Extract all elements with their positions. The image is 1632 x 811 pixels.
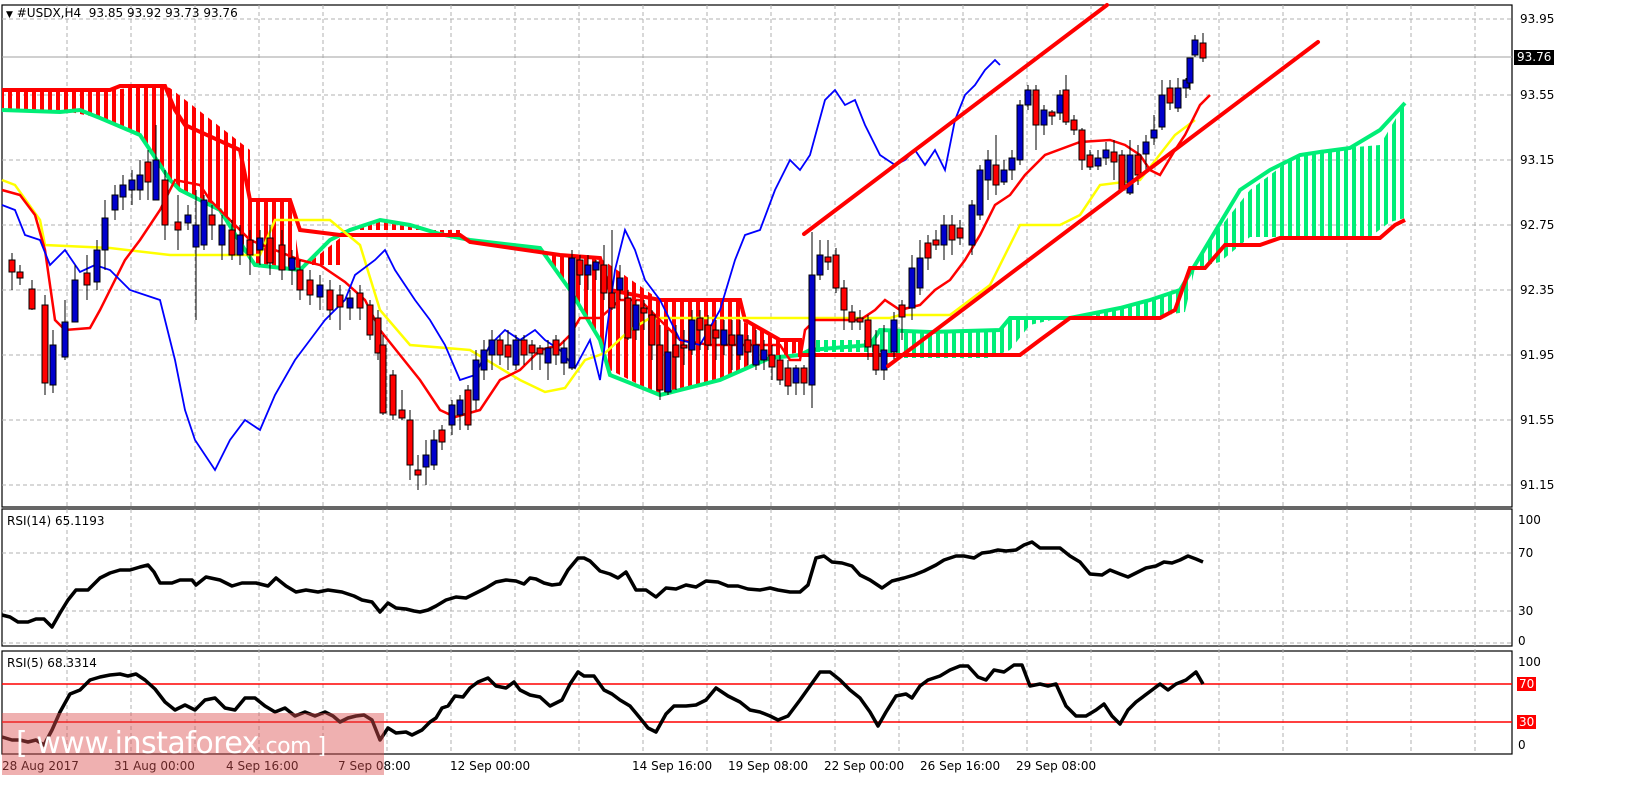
- price-tick: 93.55: [1520, 88, 1554, 102]
- rsi5-axis: 100 0: [1518, 655, 1541, 752]
- main-chart-frame: [1, 4, 1513, 508]
- price-tick: 91.15: [1520, 478, 1554, 492]
- svg-text:30: 30: [1518, 604, 1533, 618]
- kijun-sen-line: [1, 119, 1196, 394]
- svg-text:100: 100: [1518, 655, 1541, 669]
- time-axis: 28 Aug 2017 31 Aug 00:00 4 Sep 16:00 7 S…: [2, 759, 1096, 773]
- instaforex-watermark: [ www.instaforex.com ]: [2, 713, 384, 775]
- rsi5-level-70-tag: 70: [1517, 677, 1537, 691]
- svg-text:31 Aug 00:00: 31 Aug 00:00: [114, 759, 195, 773]
- symbol-label: #USDX,H4: [16, 6, 82, 20]
- price-tick: 93.95: [1520, 12, 1554, 26]
- svg-text:14 Sep 16:00: 14 Sep 16:00: [632, 759, 712, 773]
- svg-text:0: 0: [1518, 634, 1526, 648]
- svg-text:100: 100: [1518, 513, 1541, 527]
- lower-channel-trendline[interactable]: [886, 40, 1320, 368]
- svg-text:22 Sep 00:00: 22 Sep 00:00: [824, 759, 904, 773]
- svg-text:70: 70: [1518, 546, 1533, 560]
- svg-text:4 Sep 16:00: 4 Sep 16:00: [226, 759, 298, 773]
- rsi14-line: [1, 540, 1204, 629]
- frames: [1, 4, 1513, 755]
- price-tick: 93.15: [1520, 153, 1554, 167]
- svg-text:29 Sep 08:00: 29 Sep 08:00: [1016, 759, 1096, 773]
- svg-text:26 Sep 16:00: 26 Sep 16:00: [920, 759, 1000, 773]
- watermark-text: [ www.instaforex: [16, 726, 260, 761]
- rsi14-frame: [1, 508, 1513, 647]
- price-tick: 91.95: [1520, 348, 1554, 362]
- svg-text:7 Sep 08:00: 7 Sep 08:00: [338, 759, 410, 773]
- rsi5-level-30-tag: 30: [1517, 715, 1537, 729]
- grid: [2, 5, 1512, 754]
- rsi5-line: [1, 663, 1205, 747]
- high-value: 93.92: [126, 6, 162, 20]
- rsi14-axis: 100 70 30 0: [1518, 513, 1541, 648]
- candles: [8, 33, 1207, 490]
- price-tick: 92.35: [1520, 283, 1554, 297]
- rsi5-title: RSI(5) 68.3314: [7, 656, 97, 670]
- svg-text:28 Aug 2017: 28 Aug 2017: [2, 759, 79, 773]
- open-value: 93.85: [88, 6, 124, 20]
- price-tick: 91.55: [1520, 413, 1554, 427]
- trendlines: [802, 3, 1320, 368]
- price-tick: 92.75: [1520, 218, 1554, 232]
- upper-channel-trendline[interactable]: [802, 3, 1109, 236]
- rsi5-frame: [1, 650, 1513, 755]
- current-price-tag: 93.76: [1514, 50, 1555, 65]
- triangle-down-icon[interactable]: ▼: [6, 10, 13, 20]
- close-value: 93.76: [203, 6, 238, 20]
- svg-text:0: 0: [1518, 738, 1526, 752]
- chart-header: ▼ #USDX,H4 93.85 93.92 93.73 93.76: [6, 6, 238, 20]
- svg-text:12 Sep 00:00: 12 Sep 00:00: [450, 759, 530, 773]
- watermark-suffix: .com ]: [259, 734, 326, 759]
- low-value: 93.73: [165, 6, 200, 20]
- price-axis: 93.95 93.55 93.15 92.75 92.35 91.95 91.5…: [1520, 12, 1554, 492]
- rsi14-title: RSI(14) 65.1193: [7, 514, 105, 528]
- svg-text:19 Sep 08:00: 19 Sep 08:00: [728, 759, 808, 773]
